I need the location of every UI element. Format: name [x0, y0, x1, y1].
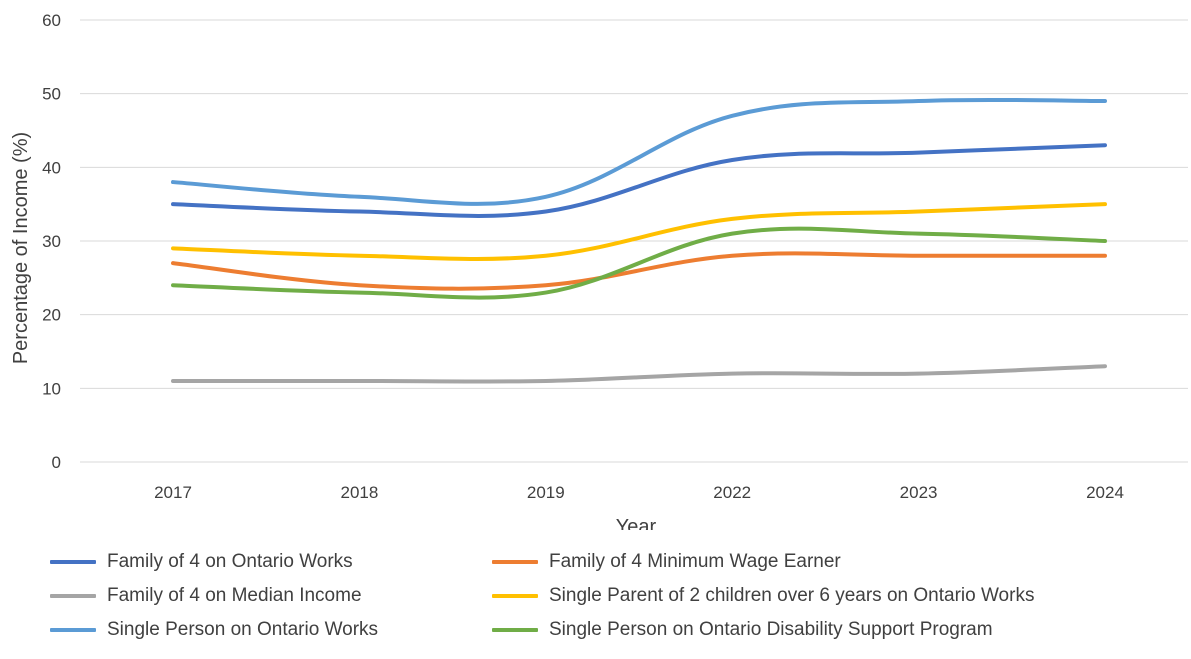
y-tick-label-60: 60 [42, 11, 61, 30]
x-tick-label-2018: 2018 [340, 483, 378, 502]
series-line-5 [171, 97, 1107, 206]
legend-swatch [50, 594, 96, 598]
y-tick-label-0: 0 [52, 453, 61, 472]
legend-swatch [492, 560, 538, 564]
x-axis-tick-labels: 2017 2018 2019 2022 2023 2024 [154, 483, 1124, 502]
x-tick-label-2023: 2023 [900, 483, 938, 502]
series-lines [171, 97, 1107, 384]
legend-label: Single Person on Ontario Disability Supp… [549, 619, 993, 640]
legend-swatch [492, 628, 538, 632]
legend-label: Family of 4 on Median Income [107, 585, 362, 606]
x-tick-label-2017: 2017 [154, 483, 192, 502]
legend-swatch [50, 628, 96, 632]
series-line-1 [171, 143, 1107, 218]
legend-item-3: Family of 4 on Median Income [50, 582, 492, 610]
legend-label: Family of 4 on Ontario Works [107, 551, 353, 572]
x-tick-label-2019: 2019 [527, 483, 565, 502]
line-chart: 0 10 20 30 40 50 60 2017 2018 2019 2022 2023 2024 P… [10, 11, 1188, 530]
legend-item-6: Single Person on Ontario Disability Supp… [492, 616, 1132, 644]
legend-item-4: Single Parent of 2 children over 6 years… [492, 582, 1132, 610]
x-tick-label-2022: 2022 [713, 483, 751, 502]
y-tick-label-20: 20 [42, 306, 61, 325]
series-line-3 [171, 364, 1107, 384]
legend-swatch [50, 560, 96, 564]
x-axis-title: Year [616, 516, 657, 530]
y-tick-label-30: 30 [42, 232, 61, 251]
legend-item-2: Family of 4 Minimum Wage Earner [492, 548, 1132, 576]
y-axis-tick-labels: 0 10 20 30 40 50 60 [42, 11, 61, 472]
chart-legend: Family of 4 on Ontario Works Family of 4 … [50, 548, 1170, 644]
series-line-2 [171, 251, 1107, 291]
legend-item-5: Single Person on Ontario Works [50, 616, 492, 644]
legend-label: Single Person on Ontario Works [107, 619, 379, 640]
legend-label: Family of 4 Minimum Wage Earner [549, 551, 841, 572]
legend-item-1: Family of 4 on Ontario Works [50, 548, 492, 576]
legend-swatch [492, 594, 538, 598]
y-tick-label-40: 40 [42, 158, 61, 177]
series-line-6 [171, 226, 1107, 300]
x-tick-label-2024: 2024 [1086, 483, 1124, 502]
legend-label: Single Parent of 2 children over 6 years… [549, 585, 1035, 606]
y-tick-label-10: 10 [42, 379, 61, 398]
gridlines [80, 19, 1188, 463]
series-line-4 [171, 202, 1107, 261]
y-tick-label-50: 50 [42, 85, 61, 104]
y-axis-title: Percentage of Income (%) [10, 132, 32, 364]
